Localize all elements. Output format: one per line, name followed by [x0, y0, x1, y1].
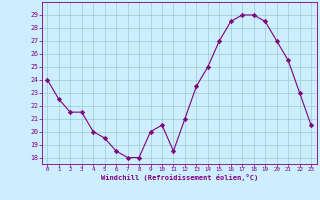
X-axis label: Windchill (Refroidissement éolien,°C): Windchill (Refroidissement éolien,°C)	[100, 174, 258, 181]
